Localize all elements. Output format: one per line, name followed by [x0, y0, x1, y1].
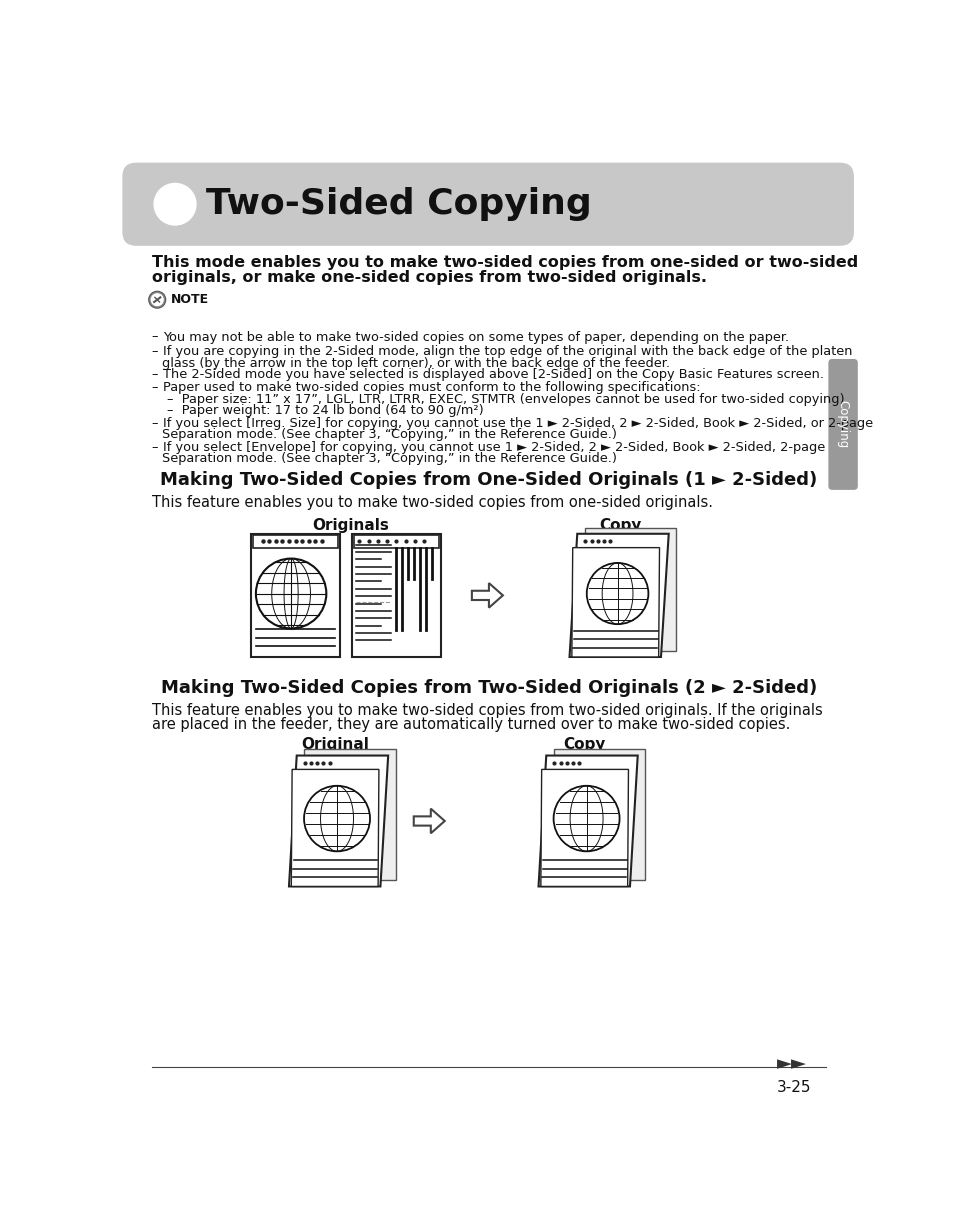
Bar	[251, 534, 340, 656]
Text: Copying: Copying	[836, 400, 849, 449]
Text: 3-25: 3-25	[776, 1081, 810, 1096]
FancyBboxPatch shape	[122, 163, 853, 245]
Circle shape	[586, 563, 648, 625]
Text: Separation mode. (See chapter 3, “Copying,” in the Reference Guide.): Separation mode. (See chapter 3, “Copyin…	[162, 428, 617, 442]
Text: –: –	[152, 417, 158, 429]
Circle shape	[304, 785, 370, 852]
Polygon shape	[289, 756, 388, 886]
Bar	[354, 535, 438, 547]
Text: –: –	[152, 345, 158, 358]
Text: are placed in the feeder, they are automatically turned over to make two-sided c: are placed in the feeder, they are autom…	[152, 717, 789, 733]
Polygon shape	[554, 750, 645, 880]
Text: glass (by the arrow in the top left corner), or with the back edge of the feeder: glass (by the arrow in the top left corn…	[162, 357, 669, 369]
Text: This mode enables you to make two-sided copies from one-sided or two-sided: This mode enables you to make two-sided …	[152, 255, 857, 270]
Polygon shape	[569, 534, 668, 656]
Polygon shape	[540, 769, 628, 886]
Text: Copy: Copy	[562, 737, 605, 752]
Text: Separation mode. (See chapter 3, “Copying,” in the Reference Guide.): Separation mode. (See chapter 3, “Copyin…	[162, 453, 617, 465]
Text: originals, or make one-sided copies from two-sided originals.: originals, or make one-sided copies from…	[152, 270, 706, 286]
Text: Making Two-Sided Copies from One-Sided Originals (1 ► 2-Sided): Making Two-Sided Copies from One-Sided O…	[160, 471, 817, 488]
Text: Copy: Copy	[598, 518, 641, 534]
Circle shape	[553, 785, 618, 852]
Polygon shape	[304, 750, 395, 880]
Text: Paper used to make two-sided copies must conform to the following specifications: Paper used to make two-sided copies must…	[162, 382, 700, 394]
Text: ►►: ►►	[776, 1054, 805, 1074]
Text: –: –	[152, 440, 158, 454]
Text: Making Two-Sided Copies from Two-Sided Originals (2 ► 2-Sided): Making Two-Sided Copies from Two-Sided O…	[161, 679, 816, 697]
Text: –: –	[152, 368, 158, 382]
Text: If you select [Irreg. Size] for copying, you cannot use the 1 ► 2-Sided, 2 ► 2-S: If you select [Irreg. Size] for copying,…	[162, 417, 872, 429]
Circle shape	[151, 293, 164, 307]
Bar	[352, 534, 440, 656]
Text: –: –	[152, 382, 158, 394]
FancyBboxPatch shape	[827, 360, 857, 490]
Polygon shape	[472, 583, 502, 607]
Circle shape	[154, 183, 195, 225]
Text: If you are copying in the 2-Sided mode, align the top edge of the original with : If you are copying in the 2-Sided mode, …	[162, 345, 851, 358]
Polygon shape	[414, 809, 444, 833]
Text: This feature enables you to make two-sided copies from two-sided originals. If t: This feature enables you to make two-sid…	[152, 703, 821, 718]
Circle shape	[149, 291, 166, 308]
Text: Original: Original	[300, 737, 368, 752]
Polygon shape	[571, 547, 659, 656]
Text: You may not be able to make two-sided copies on some types of paper, depending o: You may not be able to make two-sided co…	[162, 330, 788, 344]
Text: The 2-Sided mode you have selected is displayed above [2-Sided] on the Copy Basi: The 2-Sided mode you have selected is di…	[162, 368, 822, 382]
Polygon shape	[537, 756, 637, 886]
Bar	[253, 535, 337, 547]
Text: Originals: Originals	[312, 518, 388, 534]
Polygon shape	[584, 528, 676, 650]
Polygon shape	[291, 769, 378, 886]
Text: –  Paper size: 11” x 17”, LGL, LTR, LTRR, EXEC, STMTR (envelopes cannot be used : – Paper size: 11” x 17”, LGL, LTR, LTRR,…	[167, 393, 844, 406]
Circle shape	[255, 558, 326, 628]
Text: This feature enables you to make two-sided copies from one-sided originals.: This feature enables you to make two-sid…	[152, 496, 712, 510]
Text: Two-Sided Copying: Two-Sided Copying	[206, 188, 591, 221]
Text: –  Paper weight: 17 to 24 lb bond (64 to 90 g/m²): – Paper weight: 17 to 24 lb bond (64 to …	[167, 405, 483, 417]
Text: If you select [Envelope] for copying, you cannot use 1 ► 2-Sided, 2 ► 2-Sided, B: If you select [Envelope] for copying, yo…	[162, 440, 824, 454]
Text: –: –	[152, 330, 158, 344]
Text: NOTE: NOTE	[171, 293, 209, 307]
